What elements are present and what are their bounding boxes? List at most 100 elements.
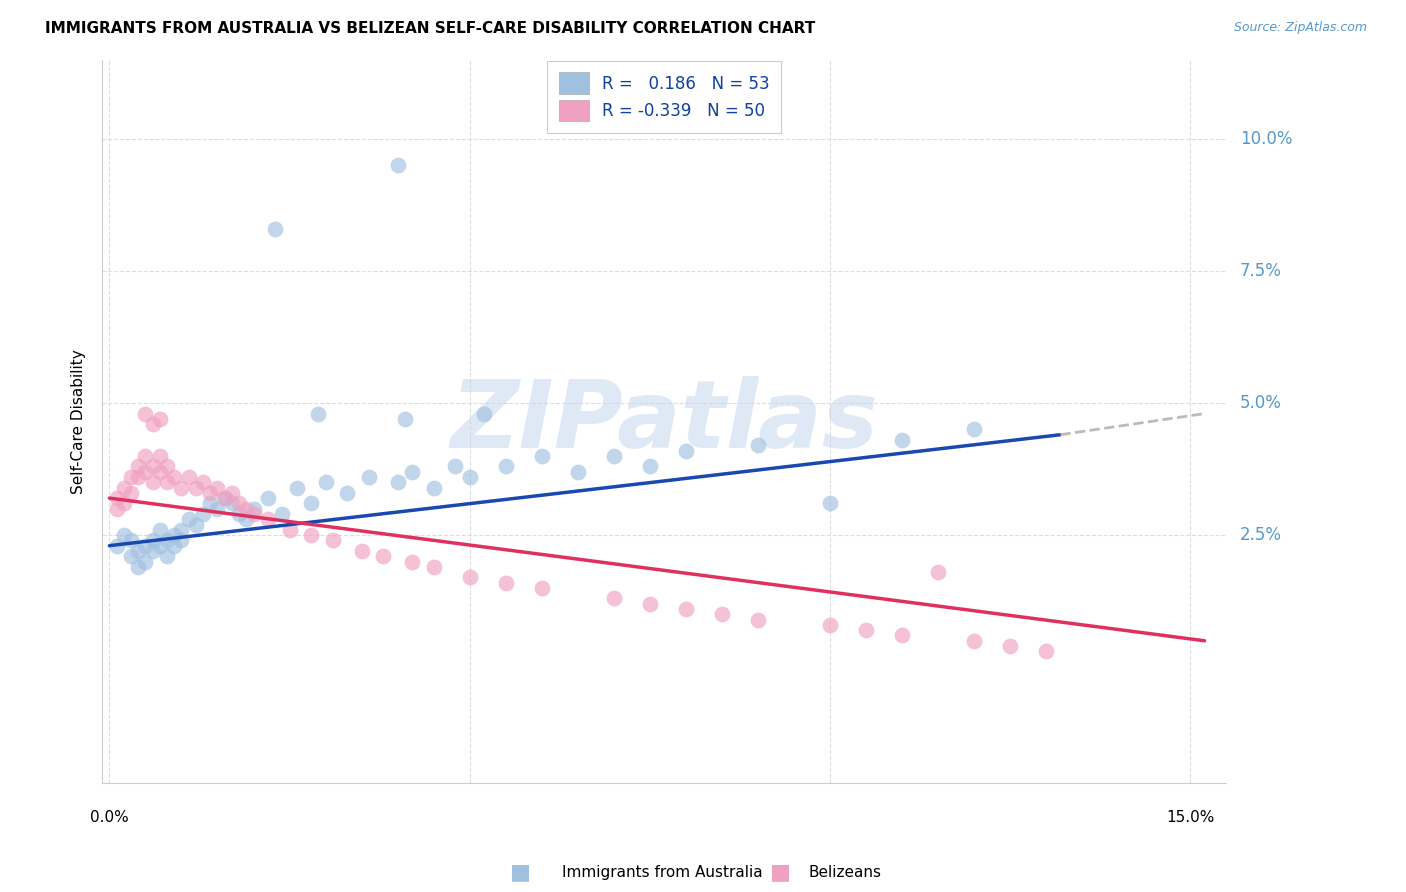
Point xyxy=(127,559,149,574)
Point xyxy=(387,158,409,172)
Point xyxy=(998,639,1021,653)
Point xyxy=(142,475,165,490)
Point xyxy=(495,575,517,590)
Point xyxy=(228,496,250,510)
Point xyxy=(149,523,172,537)
Text: Belizeans: Belizeans xyxy=(808,865,882,880)
Point xyxy=(214,491,236,505)
Point xyxy=(458,570,481,584)
Point xyxy=(855,623,877,637)
Point xyxy=(818,618,841,632)
Point xyxy=(264,221,287,235)
Point xyxy=(214,491,236,505)
Point xyxy=(134,449,156,463)
Point xyxy=(149,465,172,479)
Point xyxy=(891,433,914,447)
Point xyxy=(1035,644,1057,658)
Point xyxy=(134,407,156,421)
Point xyxy=(927,565,949,579)
Point xyxy=(120,549,142,564)
Point xyxy=(373,549,395,564)
Point xyxy=(242,507,264,521)
Point xyxy=(191,475,214,490)
Point xyxy=(170,481,193,495)
Point xyxy=(336,486,359,500)
Point xyxy=(357,470,380,484)
Point xyxy=(127,470,149,484)
Point xyxy=(963,633,986,648)
Text: IMMIGRANTS FROM AUSTRALIA VS BELIZEAN SELF-CARE DISABILITY CORRELATION CHART: IMMIGRANTS FROM AUSTRALIA VS BELIZEAN SE… xyxy=(45,21,815,36)
Point xyxy=(472,407,495,421)
Point xyxy=(710,607,733,622)
Point xyxy=(299,528,322,542)
Point xyxy=(170,533,193,548)
Point xyxy=(120,486,142,500)
Legend: R =   0.186   N = 53, R = -0.339   N = 50: R = 0.186 N = 53, R = -0.339 N = 50 xyxy=(547,61,782,133)
Point xyxy=(221,486,243,500)
Point xyxy=(603,591,626,606)
Point xyxy=(495,459,517,474)
Text: Immigrants from Australia: Immigrants from Australia xyxy=(562,865,763,880)
Text: 15.0%: 15.0% xyxy=(1166,810,1215,825)
Point xyxy=(112,528,135,542)
Point xyxy=(603,449,626,463)
Y-axis label: Self-Care Disability: Self-Care Disability xyxy=(72,349,86,494)
Point xyxy=(127,544,149,558)
Point xyxy=(257,491,280,505)
Point xyxy=(963,422,986,436)
Text: ZIPatlas: ZIPatlas xyxy=(450,376,879,467)
Point xyxy=(891,628,914,642)
Point xyxy=(177,512,200,526)
Point xyxy=(156,459,179,474)
Point xyxy=(105,491,128,505)
Point xyxy=(747,438,769,452)
Point xyxy=(207,481,229,495)
Point xyxy=(299,496,322,510)
Point xyxy=(134,539,156,553)
Point xyxy=(271,507,294,521)
Point xyxy=(675,602,697,616)
Point xyxy=(149,412,172,426)
Text: 0.0%: 0.0% xyxy=(90,810,129,825)
Point xyxy=(112,496,135,510)
Point xyxy=(184,481,207,495)
Point xyxy=(163,539,186,553)
Point xyxy=(747,613,769,627)
Point xyxy=(638,597,661,611)
Point xyxy=(387,475,409,490)
Point xyxy=(184,517,207,532)
Point xyxy=(350,544,373,558)
Point xyxy=(675,443,697,458)
Point xyxy=(149,449,172,463)
Point xyxy=(200,496,222,510)
Point xyxy=(235,501,257,516)
Text: 10.0%: 10.0% xyxy=(1240,130,1292,148)
Point xyxy=(134,555,156,569)
Point xyxy=(127,459,149,474)
Text: 7.5%: 7.5% xyxy=(1240,262,1282,280)
Point xyxy=(163,470,186,484)
Point xyxy=(177,470,200,484)
Point xyxy=(422,481,444,495)
Point xyxy=(818,496,841,510)
Point xyxy=(142,544,165,558)
Point xyxy=(444,459,467,474)
Text: 5.0%: 5.0% xyxy=(1240,394,1282,412)
Point xyxy=(315,475,337,490)
Point xyxy=(105,501,128,516)
Point xyxy=(285,481,308,495)
Point xyxy=(112,481,135,495)
Point xyxy=(257,512,280,526)
Point xyxy=(156,549,179,564)
Point xyxy=(638,459,661,474)
Point xyxy=(228,507,250,521)
Text: ■: ■ xyxy=(510,863,530,882)
Text: 2.5%: 2.5% xyxy=(1240,526,1282,544)
Point xyxy=(156,475,179,490)
Point xyxy=(242,501,264,516)
Point xyxy=(142,417,165,432)
Point xyxy=(221,496,243,510)
Point xyxy=(120,533,142,548)
Point xyxy=(200,486,222,500)
Point xyxy=(458,470,481,484)
